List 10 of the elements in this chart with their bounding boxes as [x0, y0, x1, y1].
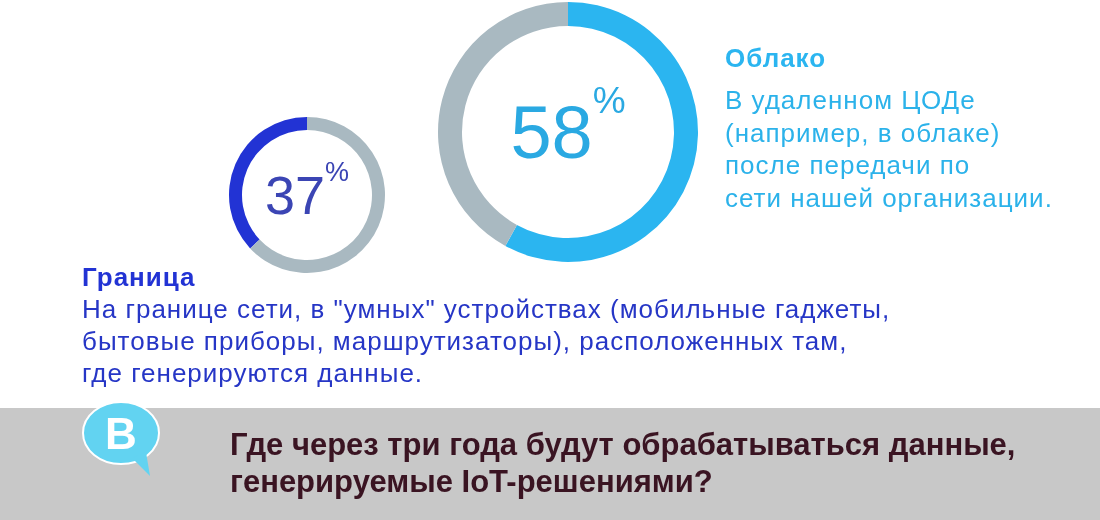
text: В удаленном ЦОДе (например, в облаке) после передачи по сети нашей организации.: [725, 84, 1054, 214]
text: Граница: [82, 261, 197, 293]
text: Где через три года будут обрабатываться данные, генерируемые IoT-решениями?: [230, 426, 1017, 500]
donut-slice: [250, 117, 385, 273]
donut-slice: [505, 2, 698, 262]
data-label: 58$^{%}$: [510, 80, 626, 174]
data-label: 37$^{%}$: [264, 157, 350, 225]
text: B: [104, 409, 138, 458]
text: На границе сети, в "умных" устройствах (мобильные гаджеты, бытовые приборы, маршрутизаторы), расположенных там, где генерируются данные.: [82, 293, 892, 389]
text: Облако: [725, 43, 828, 73]
